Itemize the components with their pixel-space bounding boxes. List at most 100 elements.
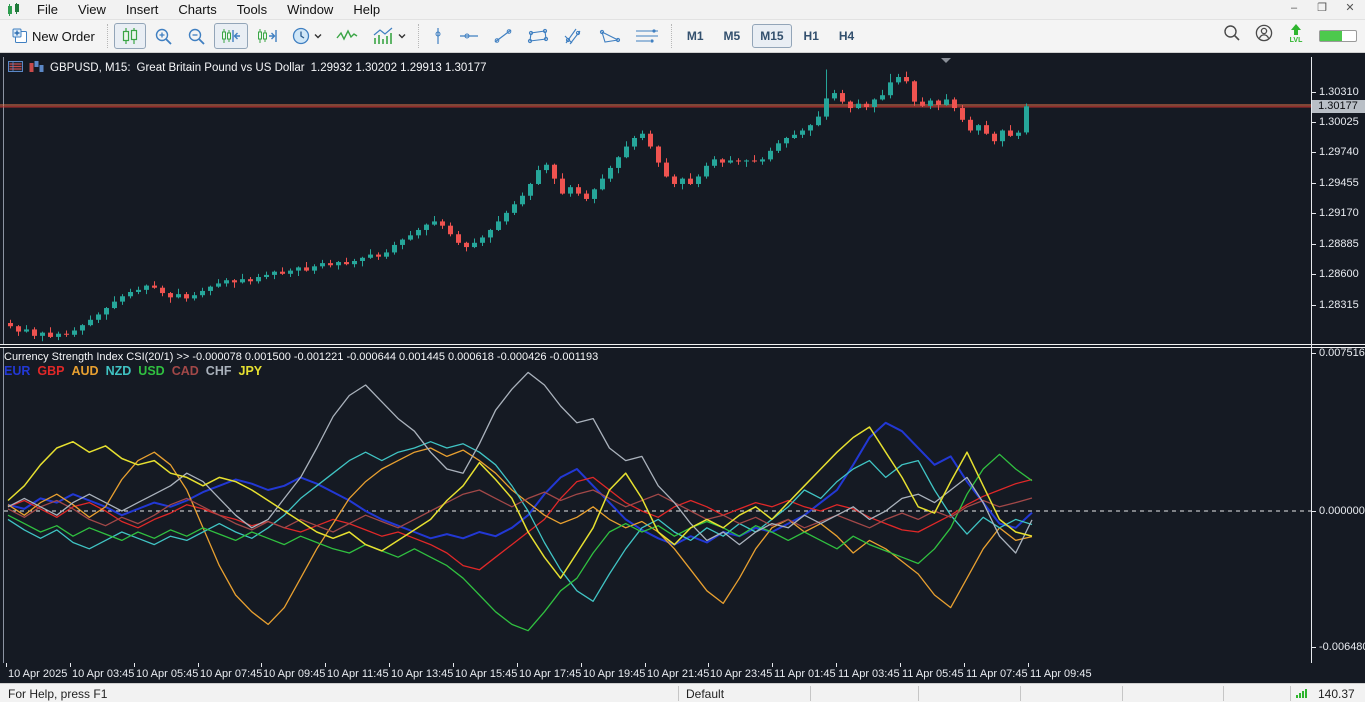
indicator-axis-label: -0.006480	[1319, 641, 1365, 653]
trendline-tool-icon	[493, 27, 513, 45]
indicator-pane[interactable]: Currency Strength Index CSI(20/1) >> -0.…	[0, 347, 1365, 663]
timeframe-m5[interactable]: M5	[716, 24, 749, 48]
new-order-button[interactable]: New Order	[6, 23, 101, 49]
candle-body	[424, 225, 429, 230]
toolbar-separator	[418, 24, 419, 48]
pitchfork-tool-button[interactable]	[557, 23, 591, 49]
candle-body	[632, 138, 637, 147]
time-axis-tick	[517, 663, 518, 667]
level-up-icon[interactable]: LVL	[1287, 23, 1305, 48]
timeframe-h4[interactable]: H4	[831, 24, 862, 48]
menu-insert[interactable]: Insert	[116, 1, 169, 18]
maximize-button[interactable]: ❐	[1313, 1, 1331, 16]
trendline-tool-button[interactable]	[487, 23, 519, 49]
close-button[interactable]: ✕	[1341, 1, 1359, 16]
csi-line-chf	[8, 372, 1032, 553]
candle-body	[720, 159, 725, 162]
candle-body	[728, 160, 733, 162]
indicators-button[interactable]	[366, 23, 412, 49]
candle-body	[440, 221, 445, 225]
candlestick-chart-button[interactable]	[114, 23, 146, 49]
candle-body	[992, 134, 997, 141]
shift-end-button[interactable]	[214, 23, 248, 49]
candle-body	[448, 226, 453, 235]
chevron-down-icon	[314, 33, 322, 39]
zoom-out-button[interactable]	[181, 23, 212, 49]
candle-body	[208, 287, 213, 291]
price-axis-label: 1.29170	[1319, 207, 1359, 219]
csi-line-aud	[8, 448, 1032, 624]
candle-body	[280, 272, 285, 274]
legend-usd: USD	[138, 364, 164, 378]
horizontal-line-tool-icon	[459, 30, 479, 42]
candle-body	[456, 234, 461, 243]
time-axis-label: 10 Apr 03:45	[72, 668, 134, 680]
candle-body	[816, 117, 821, 126]
status-divider	[1020, 686, 1021, 701]
time-axis[interactable]: 10 Apr 202510 Apr 03:4510 Apr 05:4510 Ap…	[0, 663, 1365, 683]
legend-aud: AUD	[72, 364, 99, 378]
indicator-canvas[interactable]	[0, 348, 1311, 663]
candle-body	[112, 302, 117, 308]
crosshair-tool-button[interactable]	[425, 23, 451, 49]
channel-tool-button[interactable]	[521, 23, 555, 49]
fibonacci-tool-button[interactable]	[629, 23, 665, 49]
candle-body	[352, 261, 357, 264]
menu-window[interactable]: Window	[277, 1, 343, 18]
candle-body	[48, 333, 53, 337]
timeframe-h1[interactable]: H1	[796, 24, 827, 48]
axis-border-line	[1311, 57, 1312, 663]
candle-body	[688, 179, 693, 184]
time-axis-tick	[645, 663, 646, 667]
candle-body	[544, 165, 549, 170]
candlestick-icon	[120, 27, 140, 45]
candlestick-canvas[interactable]	[0, 57, 1311, 344]
timeframe-m1[interactable]: M1	[679, 24, 712, 48]
menu-charts[interactable]: Charts	[168, 1, 226, 18]
triangle-tool-button[interactable]	[593, 23, 627, 49]
candle-body	[168, 293, 173, 297]
shift-end-icon	[220, 27, 242, 45]
menu-file[interactable]: File	[27, 1, 68, 18]
status-latency[interactable]: 140.37 ms	[1318, 687, 1365, 702]
candle-body	[768, 151, 773, 160]
candle-body	[144, 286, 149, 290]
window-controls: – ❐ ✕	[1285, 1, 1359, 16]
zoom-in-button[interactable]	[148, 23, 179, 49]
candle-body	[624, 147, 629, 158]
timeframe-clock-button[interactable]	[286, 23, 328, 49]
candle-body	[368, 255, 373, 258]
horizontal-line-tool-button[interactable]	[453, 23, 485, 49]
candle-body	[1000, 131, 1005, 142]
time-axis-tick	[261, 663, 262, 667]
candle-body	[296, 267, 301, 270]
time-axis-label: 10 Apr 11:45	[327, 668, 389, 680]
search-icon[interactable]	[1223, 24, 1241, 47]
minimize-button[interactable]: –	[1285, 1, 1303, 16]
menu-help[interactable]: Help	[343, 1, 390, 18]
price-chart-pane[interactable]: GBPUSD, M15: Great Britain Pound vs US D…	[0, 57, 1365, 345]
time-axis-tick	[134, 663, 135, 667]
candle-body	[176, 294, 181, 297]
menu-bar: FileViewInsertChartsToolsWindowHelp – ❐ …	[0, 0, 1365, 19]
chart-shift-marker-icon	[941, 58, 951, 63]
time-axis-tick	[198, 663, 199, 667]
menu-tools[interactable]: Tools	[227, 1, 277, 18]
signal-strength-icon	[1296, 689, 1307, 698]
time-axis-tick	[964, 663, 965, 667]
status-profile[interactable]: Default	[686, 687, 724, 701]
menu-view[interactable]: View	[68, 1, 116, 18]
candle-body	[40, 333, 45, 336]
account-icon[interactable]	[1255, 24, 1273, 47]
indicator-title: Currency Strength Index CSI(20/1) >>	[4, 351, 189, 363]
legend-eur: EUR	[4, 364, 30, 378]
candle-body	[152, 286, 157, 288]
tick-chart-button[interactable]	[330, 23, 364, 49]
price-axis-label: 1.29740	[1319, 146, 1359, 158]
time-axis-label: 10 Apr 05:45	[136, 668, 198, 680]
candle-body	[72, 330, 77, 334]
timeframe-m15[interactable]: M15	[752, 24, 791, 48]
candle-body	[944, 99, 949, 104]
auto-scroll-button[interactable]	[250, 23, 284, 49]
candle-body	[592, 189, 597, 199]
